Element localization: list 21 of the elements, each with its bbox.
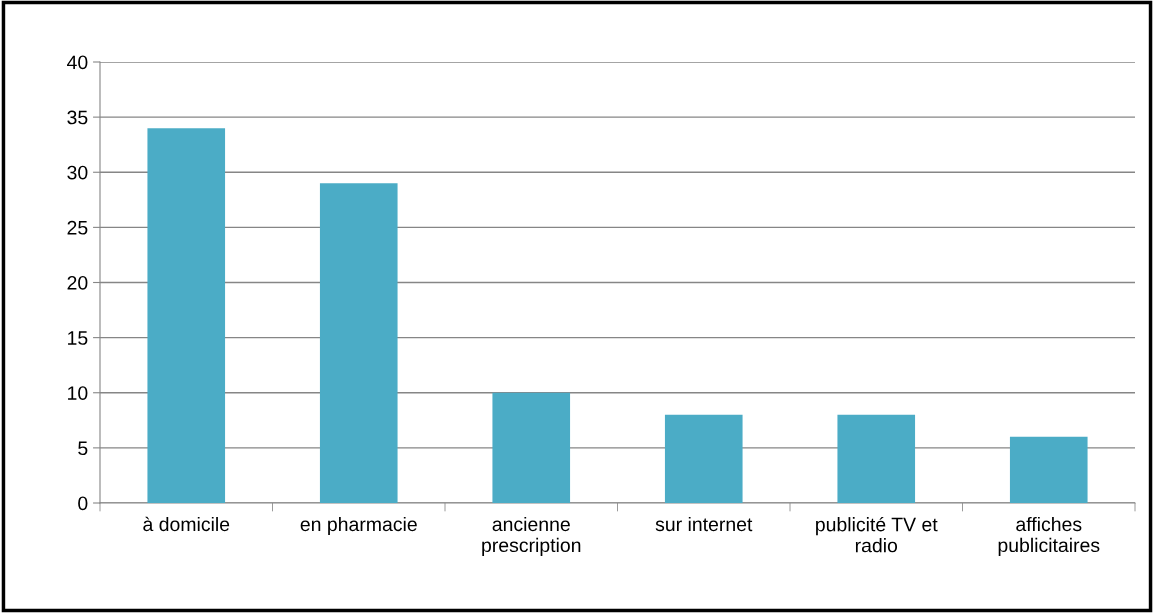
y-tick-label: 0 <box>78 496 88 511</box>
bar <box>837 414 916 503</box>
y-tick-label: 10 <box>68 386 88 400</box>
y-tick-label: 25 <box>67 220 88 235</box>
bar <box>319 183 398 503</box>
y-tick-label: 15 <box>68 331 88 345</box>
x-tick-label: à domicile <box>143 516 230 532</box>
y-tick-label: 5 <box>78 441 88 456</box>
bar <box>1009 436 1088 503</box>
y-tick-label: 40 <box>67 55 88 70</box>
x-tick-label: ancienne prescription <box>482 516 581 556</box>
x-tick-label: affiches publicitaires <box>998 516 1100 556</box>
x-tick-label: en pharmacie <box>300 516 417 536</box>
y-tick-label: 30 <box>67 165 88 180</box>
bar <box>147 128 226 503</box>
bar <box>492 392 571 503</box>
y-tick-label: 20 <box>67 275 88 290</box>
y-tick-label: 35 <box>67 110 88 125</box>
x-tick-label: sur internet <box>655 516 753 532</box>
bar <box>664 414 743 503</box>
x-tick-label: publicité TV et radio <box>816 516 938 553</box>
